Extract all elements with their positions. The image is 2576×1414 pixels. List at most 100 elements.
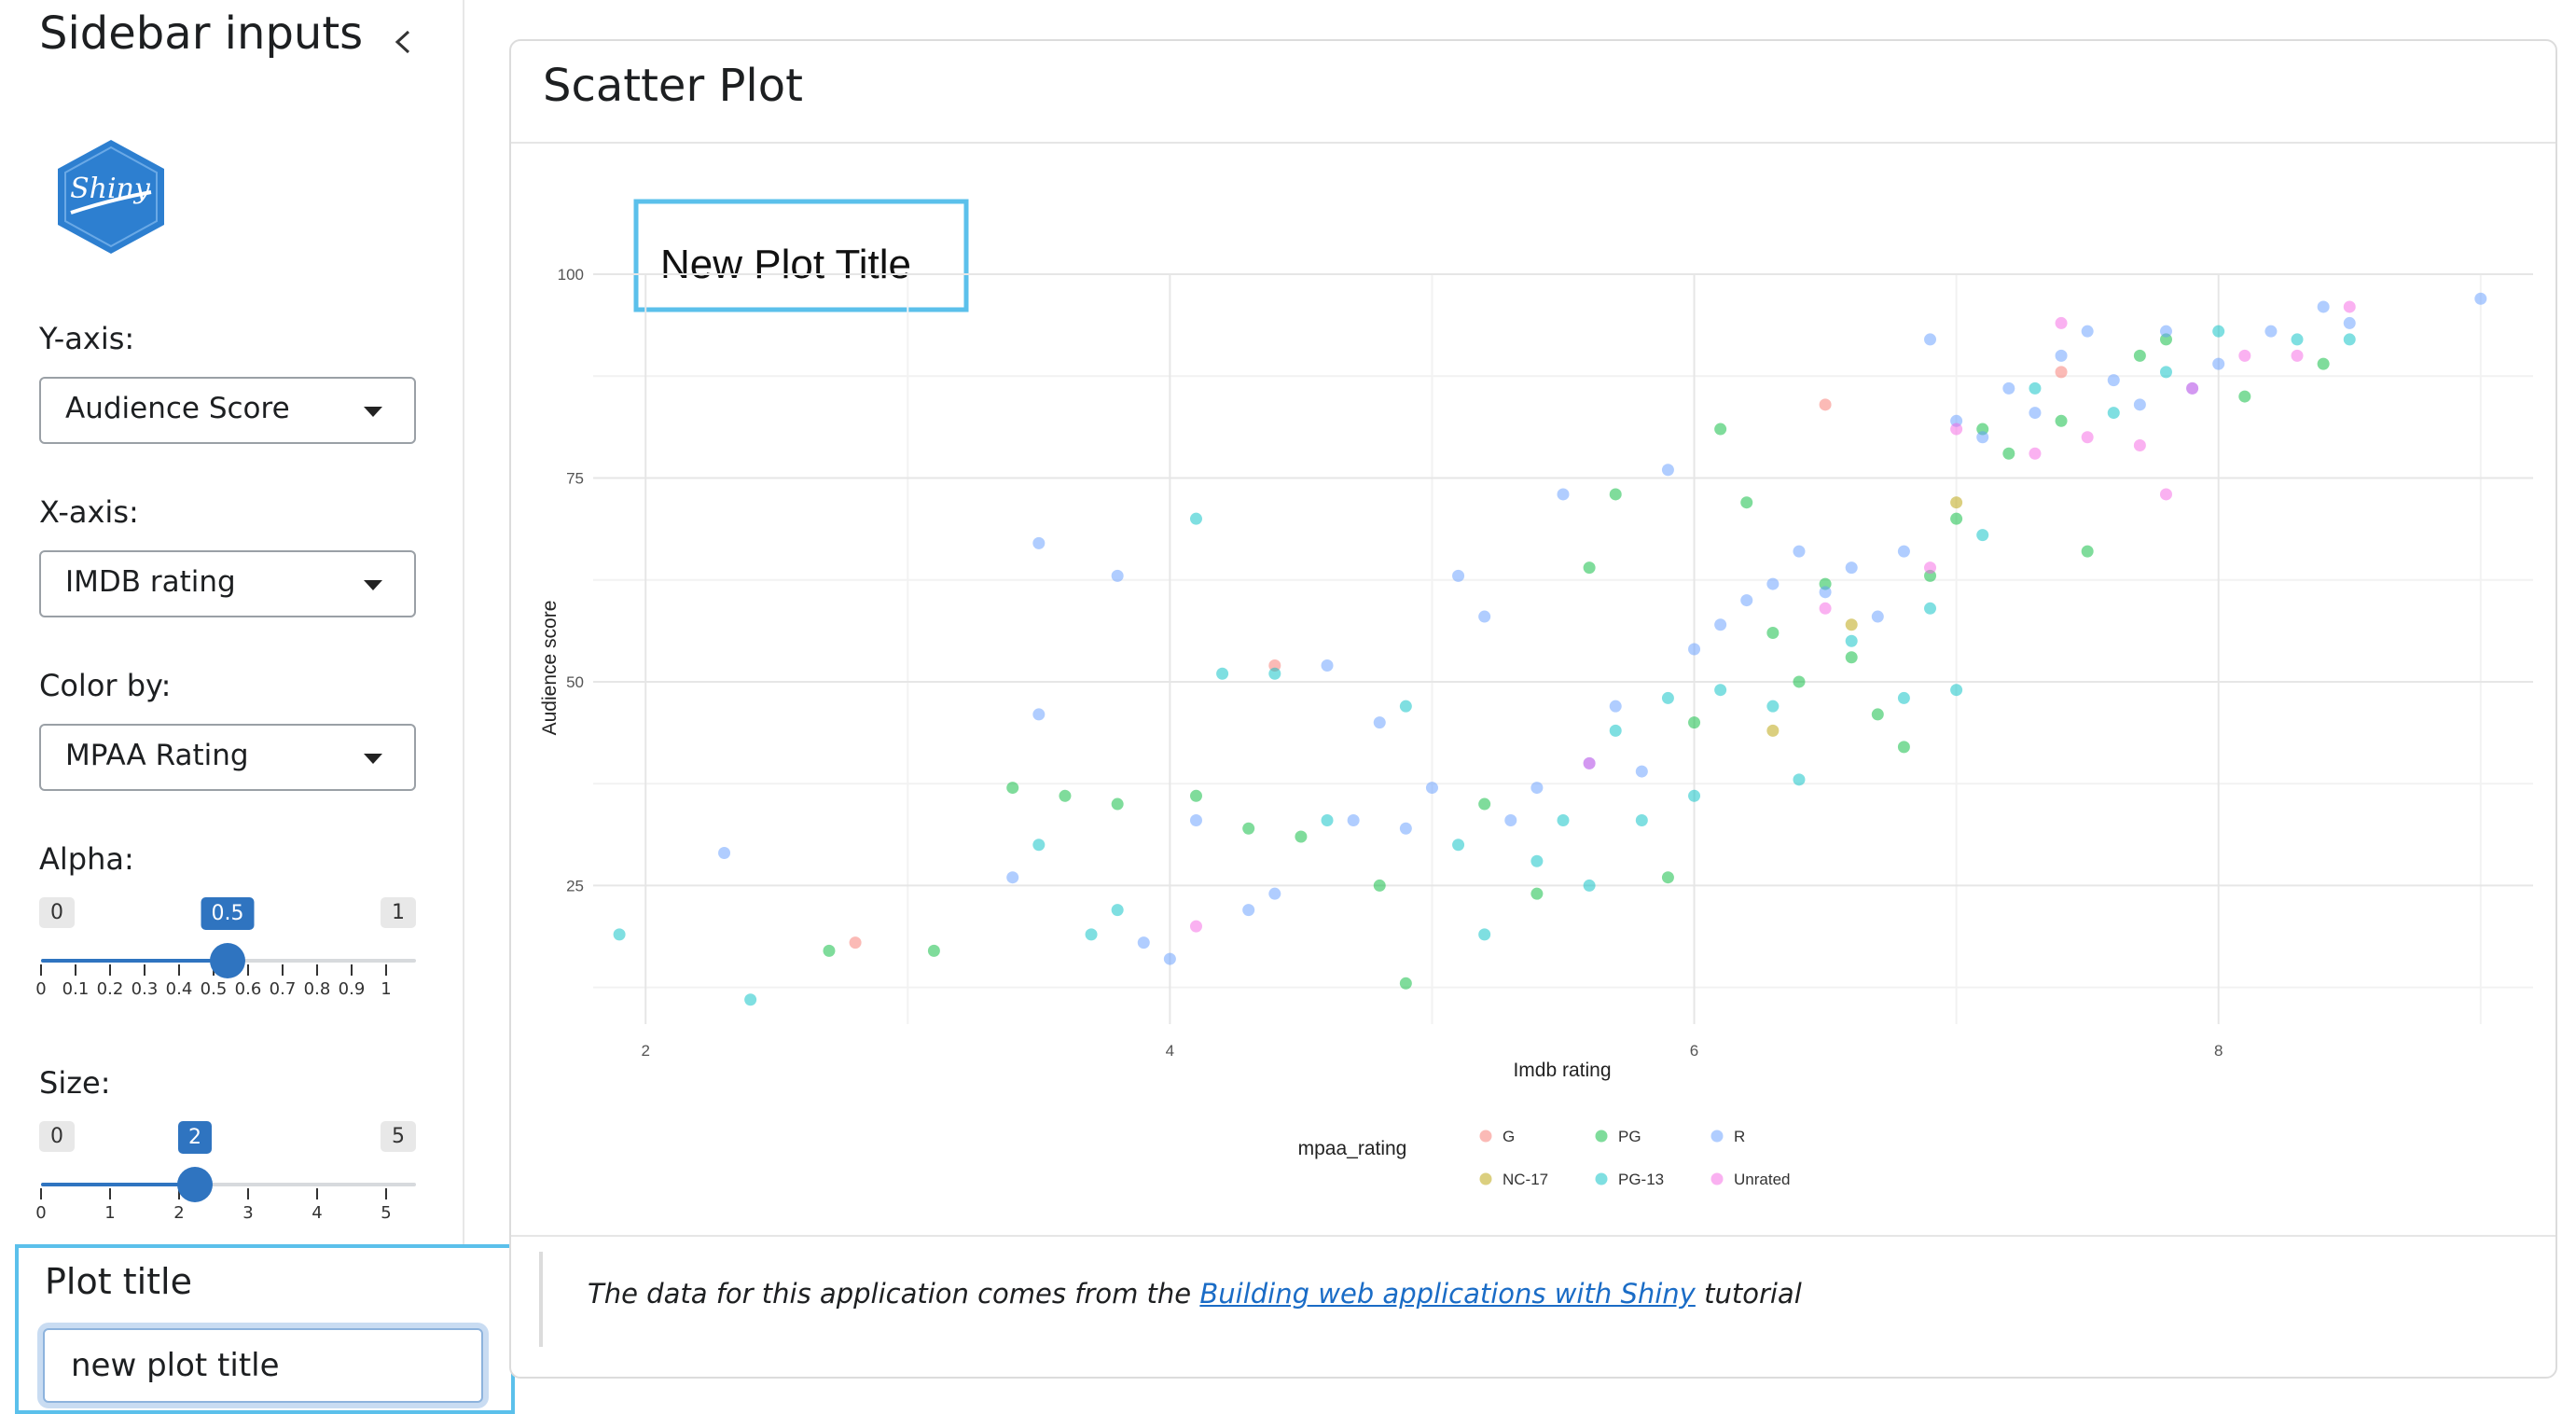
data-point <box>2317 357 2330 370</box>
slider-tick-label: 0.6 <box>234 979 262 999</box>
data-point <box>1793 675 1806 688</box>
slider-tick-label: 2 <box>173 1203 185 1223</box>
data-point <box>1059 789 1072 802</box>
tutorial-link[interactable]: Building web applications with Shiny <box>1199 1278 1696 1310</box>
alpha-slider[interactable]: 0 1 0.5 0 0.1 0.2 0.3 0.4 0.5 0.6 0.7 0.8 0.9 1 <box>35 897 416 1019</box>
data-points <box>613 292 2487 1006</box>
data-point <box>1897 691 1910 704</box>
data-point <box>1504 814 1517 827</box>
data-point <box>1950 423 1963 436</box>
y-axis-select[interactable]: Audience Score <box>39 377 416 444</box>
card-title: Scatter Plot <box>543 60 803 112</box>
slider-tick <box>385 1188 387 1199</box>
data-point <box>1661 464 1674 477</box>
slider-tick <box>144 964 145 976</box>
alpha-max-label: 1 <box>381 897 416 928</box>
data-point <box>1609 724 1622 737</box>
data-point <box>1950 512 1963 525</box>
data-point <box>2002 381 2015 395</box>
color-by-value: MPAA Rating <box>65 739 249 772</box>
data-point <box>1006 782 1019 795</box>
data-point <box>2291 349 2304 362</box>
data-point <box>2133 439 2146 452</box>
y-axis-label: Y-axis: <box>39 321 135 356</box>
x-axis-select[interactable]: IMDB rating <box>39 550 416 617</box>
data-point <box>2317 300 2330 313</box>
footer-text: The data for this application comes from… <box>588 1278 1802 1310</box>
data-point <box>2264 325 2278 338</box>
data-point <box>1688 789 1701 802</box>
data-point <box>1399 977 1412 990</box>
data-point <box>1347 814 1360 827</box>
data-point <box>1373 716 1386 729</box>
legend-label: R <box>1734 1128 1745 1145</box>
data-point <box>1530 854 1544 867</box>
slider-tick <box>351 964 353 976</box>
data-point <box>2238 390 2251 403</box>
data-point <box>1242 904 1255 917</box>
data-point <box>1766 700 1780 713</box>
slider-tick-label: 0.9 <box>338 979 366 999</box>
data-point <box>2081 431 2094 444</box>
slider-tick <box>316 964 318 976</box>
size-handle[interactable] <box>177 1167 213 1202</box>
x-axis-value: IMDB rating <box>65 565 236 599</box>
data-point <box>744 993 757 1006</box>
data-point <box>1924 333 1937 346</box>
data-point <box>613 928 626 941</box>
data-point <box>718 846 731 859</box>
y-tick-label: 100 <box>558 266 584 284</box>
data-point <box>1924 561 1937 575</box>
caret-down-icon <box>364 580 382 590</box>
data-point <box>1216 667 1229 680</box>
slider-tick <box>40 964 42 976</box>
y-tick-label: 50 <box>566 673 584 691</box>
data-point <box>1006 871 1019 884</box>
size-slider[interactable]: 0 5 2 0 1 2 3 4 5 <box>35 1121 416 1242</box>
data-point <box>2055 349 2068 362</box>
slider-tick-label: 0.5 <box>200 979 228 999</box>
color-by-select[interactable]: MPAA Rating <box>39 724 416 791</box>
alpha-min-label: 0 <box>39 897 75 928</box>
slider-tick-label: 1 <box>104 1203 116 1223</box>
y-tick-label: 25 <box>566 877 584 894</box>
data-point <box>2107 407 2120 420</box>
color-by-label: Color by: <box>39 668 172 703</box>
slider-tick <box>385 964 387 976</box>
legend-label: PG <box>1618 1128 1641 1145</box>
data-point <box>1478 610 1491 623</box>
data-point <box>1111 569 1124 582</box>
slider-tick <box>178 964 180 976</box>
alpha-handle[interactable] <box>210 943 245 978</box>
data-point <box>1530 782 1544 795</box>
data-point <box>2081 545 2094 558</box>
data-point <box>1819 398 1832 411</box>
data-point <box>1661 871 1674 884</box>
alpha-value-label: 0.5 <box>201 897 255 930</box>
x-tick-labels: 2 4 6 8 <box>641 1042 2223 1060</box>
data-point <box>1557 488 1570 501</box>
slider-tick <box>247 964 249 976</box>
data-point <box>1845 651 1858 664</box>
data-point <box>1819 602 1832 615</box>
data-point <box>1897 741 1910 754</box>
data-point <box>1976 529 1989 542</box>
data-point <box>823 944 836 957</box>
data-point <box>1740 594 1753 607</box>
data-point <box>2081 325 2094 338</box>
legend-title: mpaa_rating <box>1298 1138 1407 1159</box>
data-point <box>1399 822 1412 835</box>
data-point <box>1635 765 1648 778</box>
legend-label: NC-17 <box>1503 1171 1548 1188</box>
data-point <box>2133 349 2146 362</box>
plot-title-input[interactable] <box>43 1328 483 1403</box>
data-point <box>2159 488 2172 501</box>
data-point <box>1714 618 1727 631</box>
data-point <box>1189 512 1202 525</box>
data-point <box>1688 716 1701 729</box>
data-point <box>1242 822 1255 835</box>
alpha-fill <box>41 959 229 963</box>
collapse-sidebar-button[interactable] <box>384 19 422 65</box>
data-point <box>2343 300 2356 313</box>
legend: G PG R NC-17 PG-13 Unrated <box>1479 1128 1790 1188</box>
